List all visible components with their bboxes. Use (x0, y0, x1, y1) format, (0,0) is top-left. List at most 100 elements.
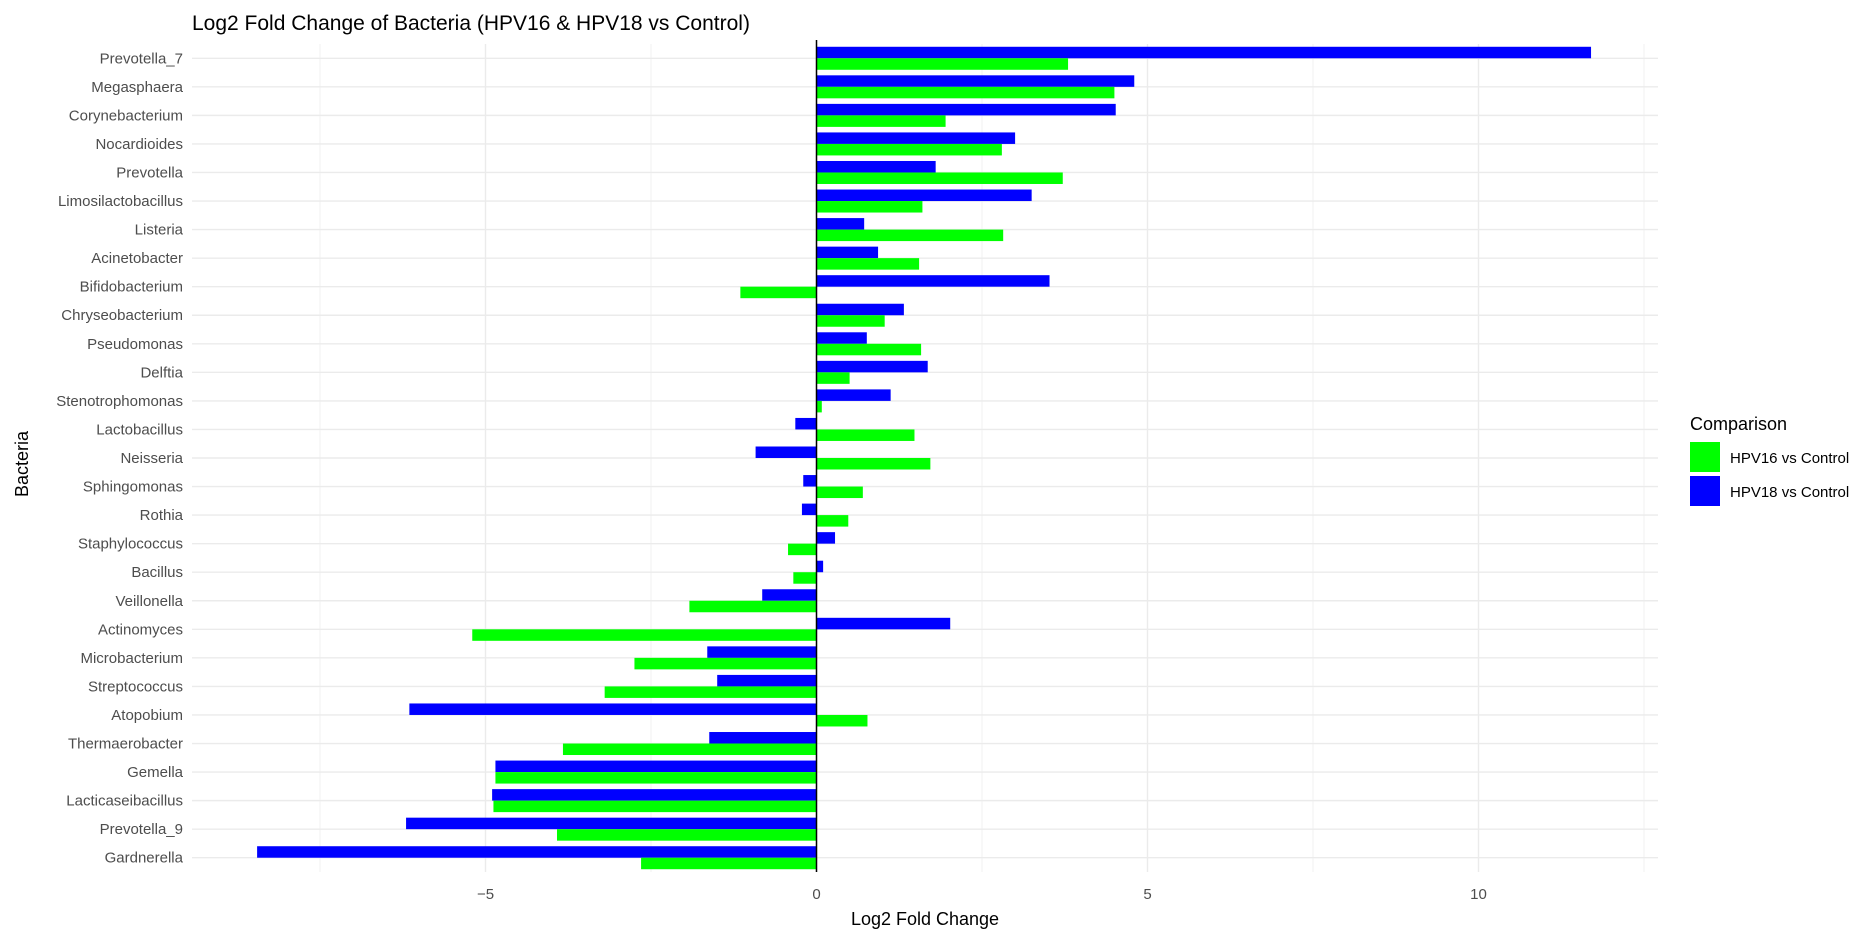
bar-bacillus-hpv18 (816, 560, 824, 573)
bar-prevotella_9-hpv18 (406, 817, 817, 830)
bar-bifidobacterium-hpv18 (816, 275, 1050, 287)
x-tick-label: 0 (812, 886, 820, 903)
bar-neisseria-hpv16 (816, 458, 931, 470)
y-tick-label: Gardnerella (105, 850, 184, 867)
y-tick-label: Streptococcus (88, 678, 183, 695)
bar-sphingomonas-hpv18 (803, 475, 817, 487)
bar-acinetobacter-hpv18 (816, 246, 879, 259)
bar-lactobacillus-hpv16 (816, 429, 915, 441)
legend-swatch (1690, 476, 1720, 506)
y-tick-label: Acinetobacter (91, 250, 183, 267)
bar-veillonella-hpv18 (762, 589, 817, 601)
y-tick-label: Lacticaseibacillus (66, 793, 183, 810)
bar-rothia-hpv16 (816, 515, 849, 527)
bar-chryseobacterium-hpv16 (816, 315, 885, 327)
bar-delftia-hpv18 (816, 360, 928, 373)
x-tick-label: 5 (1143, 886, 1151, 903)
y-tick-label: Staphylococcus (78, 536, 183, 553)
bar-staphylococcus-hpv16 (788, 543, 817, 556)
x-axis-title: Log2 Fold Change (851, 909, 999, 929)
bar-prevotella_9-hpv16 (556, 829, 817, 841)
bar-atopobium-hpv16 (816, 714, 868, 727)
bar-thermaerobacter-hpv16 (562, 743, 817, 756)
bar-corynebacterium-hpv16 (816, 115, 946, 127)
y-tick-label: Listeria (135, 222, 184, 239)
bar-gardnerella-hpv16 (641, 857, 817, 870)
bar-prevotella_7-hpv18 (816, 46, 1592, 59)
y-tick-label: Delftia (140, 364, 183, 381)
bar-thermaerobacter-hpv18 (709, 732, 817, 744)
bar-actinomyces-hpv16 (472, 629, 817, 641)
bar-atopobium-hpv18 (409, 703, 817, 715)
bar-stenotrophomonas-hpv18 (816, 389, 891, 401)
bar-megasphaera-hpv18 (816, 75, 1135, 87)
legend-label: HPV16 vs Control (1730, 450, 1849, 467)
y-tick-label: Megasphaera (91, 79, 183, 96)
y-tick-label: Bifidobacterium (80, 279, 183, 296)
x-tick-label: −5 (477, 886, 494, 903)
bar-microbacterium-hpv18 (707, 646, 817, 658)
bar-limosilactobacillus-hpv16 (816, 201, 923, 213)
y-tick-label: Lactobacillus (96, 421, 183, 438)
bar-listeria-hpv16 (816, 229, 1004, 242)
bars (257, 46, 1592, 870)
legend: Comparison HPV16 vs Control HPV18 vs Cont… (1690, 414, 1849, 506)
bar-acinetobacter-hpv16 (816, 258, 920, 270)
bar-streptococcus-hpv18 (717, 674, 817, 687)
bar-veillonella-hpv16 (689, 600, 817, 613)
bar-gardnerella-hpv18 (257, 846, 817, 858)
bar-lacticaseibacillus-hpv16 (493, 800, 817, 813)
x-tick-labels: −5 0 5 10 (477, 886, 1487, 903)
y-tick-label: Sphingomonas (83, 479, 183, 496)
y-tick-label: Prevotella_7 (100, 50, 183, 67)
bar-corynebacterium-hpv18 (816, 103, 1116, 116)
bar-streptococcus-hpv16 (604, 686, 817, 698)
y-tick-label: Nocardioides (95, 136, 183, 153)
y-tick-label: Bacillus (131, 564, 183, 581)
y-axis-title: Bacteria (12, 430, 32, 497)
bar-pseudomonas-hpv16 (816, 343, 922, 356)
y-tick-label: Actinomyces (98, 621, 183, 638)
bar-prevotella-hpv18 (816, 160, 936, 173)
bar-bifidobacterium-hpv16 (740, 286, 817, 299)
y-tick-label: Thermaerobacter (68, 736, 183, 753)
y-tick-labels: Prevotella_7 Megasphaera Corynebacterium No… (56, 50, 183, 866)
bar-listeria-hpv18 (816, 218, 865, 230)
bar-chryseobacterium-hpv18 (816, 303, 904, 316)
bar-delftia-hpv16 (816, 372, 850, 384)
legend-title: Comparison (1690, 414, 1787, 434)
y-tick-label: Limosilactobacillus (58, 193, 183, 210)
bar-actinomyces-hpv18 (816, 617, 951, 630)
bar-prevotella-hpv16 (816, 172, 1063, 184)
y-tick-label: Prevotella (116, 164, 183, 181)
legend-label: HPV18 vs Control (1730, 484, 1849, 501)
bar-prevotella_7-hpv16 (816, 58, 1069, 70)
y-tick-label: Veillonella (115, 593, 183, 610)
y-tick-label: Prevotella_9 (100, 821, 183, 838)
y-tick-label: Microbacterium (80, 650, 183, 667)
y-tick-label: Corynebacterium (69, 107, 183, 124)
y-tick-label: Atopobium (111, 707, 183, 724)
y-tick-label: Stenotrophomonas (56, 393, 183, 410)
bar-limosilactobacillus-hpv18 (816, 189, 1032, 202)
chart-title: Log2 Fold Change of Bacteria (HPV16 & HP… (192, 12, 750, 35)
bar-stenotrophomonas-hpv16 (816, 400, 822, 413)
legend-swatch (1690, 442, 1720, 472)
y-tick-label: Chryseobacterium (61, 307, 183, 324)
bar-lacticaseibacillus-hpv18 (492, 789, 817, 801)
x-tick-label: 10 (1470, 886, 1487, 903)
bar-gemella-hpv16 (495, 772, 817, 784)
bar-rothia-hpv18 (801, 503, 817, 516)
y-tick-label: Neisseria (120, 450, 183, 467)
bar-pseudomonas-hpv18 (816, 332, 867, 344)
bar-bacillus-hpv16 (793, 572, 817, 584)
y-tick-label: Pseudomonas (87, 336, 183, 353)
bar-megasphaera-hpv16 (816, 86, 1115, 99)
y-tick-label: Rothia (140, 507, 184, 524)
bar-lactobacillus-hpv18 (795, 417, 817, 430)
bar-staphylococcus-hpv18 (816, 532, 836, 544)
bar-nocardioides-hpv18 (816, 132, 1016, 144)
y-tick-label: Gemella (127, 764, 184, 781)
bar-gemella-hpv18 (495, 760, 817, 773)
